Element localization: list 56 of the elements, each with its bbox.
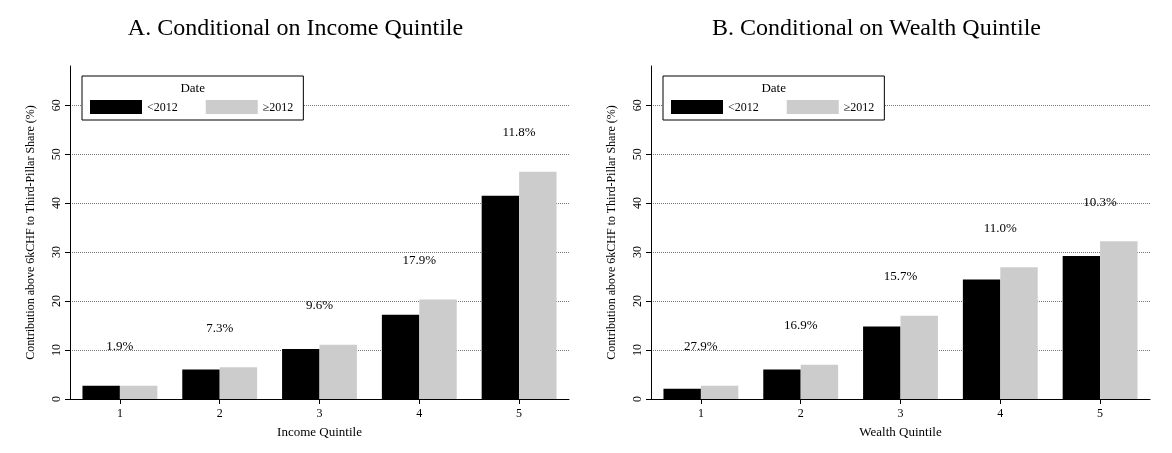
y-tick-label: 50 (49, 148, 63, 161)
y-tick-label: 30 (49, 246, 63, 259)
y-tick-label: 0 (49, 396, 63, 402)
bar (119, 385, 158, 399)
annotation: 15.7% (883, 268, 918, 284)
legend-label: ≥2012 (262, 100, 294, 114)
x-axis-title: Income Quintile (277, 424, 363, 439)
bar (800, 364, 839, 399)
x-tick-label: 2 (216, 406, 223, 420)
chart-title: A. Conditional on Income Quintile (127, 14, 464, 40)
bar (419, 299, 457, 399)
y-axis-title: Contribution above 6kCHF to Third-Pillar Share (%) (23, 105, 37, 360)
annotation: 27.9% (684, 338, 718, 354)
annotation: 11.8% (502, 124, 536, 140)
x-tick-label: 5 (516, 406, 523, 420)
bar (1100, 241, 1138, 399)
legend-label: <2012 (728, 100, 759, 114)
y-tick-label: 60 (49, 99, 63, 112)
bar (219, 367, 258, 399)
annotation: 1.9% (106, 338, 134, 354)
bar (900, 315, 938, 399)
x-tick-label: 4 (416, 406, 423, 420)
bar (1000, 267, 1038, 399)
annotation: 16.9% (783, 317, 818, 333)
annotation: 7.3% (206, 319, 234, 335)
y-tick-label: 60 (630, 99, 644, 112)
x-tick-label: 3 (897, 406, 904, 420)
annotation: 11.0% (983, 219, 1018, 235)
legend-label: <2012 (147, 100, 178, 114)
y-tick-label: 10 (630, 344, 644, 357)
legend-label: ≥2012 (843, 100, 875, 114)
bar (700, 385, 739, 399)
x-tick-label: 1 (697, 406, 704, 420)
legend-title: Date (180, 80, 206, 95)
x-tick-label: 1 (116, 406, 123, 420)
annotation: 10.3% (1083, 193, 1118, 209)
x-tick-label: 5 (1097, 406, 1104, 420)
annotation: 9.6% (305, 297, 334, 313)
y-tick-label: 40 (49, 197, 63, 210)
y-tick-label: 20 (49, 295, 63, 308)
bar (319, 344, 357, 399)
x-tick-label: 3 (316, 406, 323, 420)
legend-title: Date (761, 80, 787, 95)
bar (519, 171, 557, 399)
annotation: 17.9% (402, 252, 437, 268)
y-tick-label: 30 (630, 246, 644, 259)
x-tick-label: 2 (797, 406, 804, 420)
y-tick-label: 10 (49, 344, 63, 357)
y-tick-label: 50 (630, 148, 644, 161)
y-axis-title: Contribution above 6kCHF to Third-Pillar Share (%) (604, 105, 618, 360)
y-tick-label: 0 (630, 396, 644, 402)
y-tick-label: 20 (630, 295, 644, 308)
x-axis-title: Wealth Quintile (859, 424, 942, 439)
x-tick-label: 4 (997, 406, 1004, 420)
y-tick-label: 40 (630, 197, 644, 210)
chart-title: B. Conditional on Wealth Quintile (712, 14, 1041, 40)
